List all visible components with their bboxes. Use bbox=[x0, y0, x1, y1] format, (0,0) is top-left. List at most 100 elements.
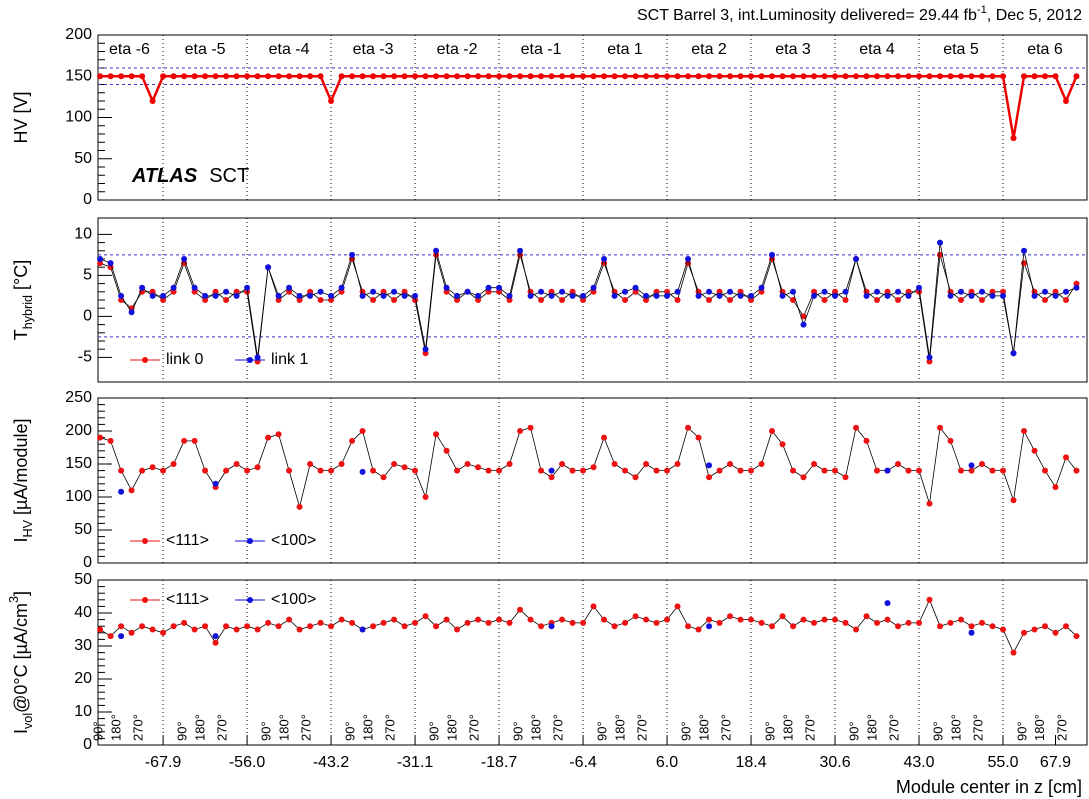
data-point bbox=[790, 623, 797, 630]
y-tick-label: 50 bbox=[74, 521, 92, 538]
data-point bbox=[1042, 73, 1049, 80]
data-point bbox=[349, 619, 356, 626]
text-part: vol bbox=[21, 713, 35, 729]
chart-title: SCT Barrel 3, int.Luminosity delivered= … bbox=[637, 4, 1082, 24]
data-point bbox=[160, 73, 167, 80]
data-point bbox=[895, 461, 902, 467]
data-point bbox=[895, 623, 902, 630]
data-point bbox=[422, 350, 429, 357]
data-point bbox=[496, 288, 503, 295]
data-point bbox=[800, 73, 807, 80]
data-point bbox=[821, 73, 828, 80]
text-part: T bbox=[11, 329, 31, 340]
data-point bbox=[716, 73, 723, 80]
data-point bbox=[359, 626, 366, 633]
data-point bbox=[779, 441, 786, 448]
data-point bbox=[769, 428, 776, 434]
data-point bbox=[380, 474, 387, 481]
data-point bbox=[958, 288, 965, 295]
data-point bbox=[737, 288, 744, 295]
data-point bbox=[674, 603, 681, 610]
data-point bbox=[727, 613, 734, 620]
segment-label: eta 3 bbox=[775, 41, 811, 58]
data-point bbox=[979, 619, 986, 626]
data-point bbox=[1010, 350, 1017, 357]
data-point bbox=[517, 247, 524, 254]
data-point bbox=[328, 297, 335, 303]
data-point bbox=[328, 623, 335, 630]
data-point bbox=[506, 73, 513, 80]
segment-label: eta -3 bbox=[353, 41, 394, 58]
data-point bbox=[758, 288, 765, 295]
x-tick-label: -67.9 bbox=[145, 754, 182, 771]
data-point bbox=[1052, 629, 1059, 636]
data-point bbox=[916, 284, 923, 291]
data-point bbox=[1052, 484, 1059, 491]
data-point bbox=[338, 288, 345, 295]
legend-marker bbox=[142, 597, 148, 603]
data-point bbox=[538, 288, 545, 295]
data-point bbox=[244, 73, 251, 80]
data-point bbox=[359, 292, 366, 299]
data-point bbox=[464, 73, 471, 80]
data-point bbox=[884, 288, 891, 295]
data-point bbox=[181, 437, 188, 444]
data-point bbox=[580, 619, 587, 626]
data-point bbox=[1063, 454, 1070, 461]
data-point bbox=[328, 292, 335, 299]
data-point bbox=[296, 626, 303, 633]
data-point bbox=[338, 73, 345, 80]
y-tick-label: 10 bbox=[74, 703, 92, 720]
data-point bbox=[1073, 284, 1080, 291]
data-point bbox=[107, 73, 114, 80]
angle-label: 180° bbox=[1032, 714, 1047, 741]
data-point bbox=[716, 467, 723, 474]
data-point bbox=[212, 639, 219, 646]
data-point bbox=[1073, 633, 1080, 640]
data-point bbox=[191, 626, 198, 633]
data-point bbox=[979, 461, 986, 467]
data-point bbox=[296, 292, 303, 299]
data-point bbox=[202, 623, 209, 630]
data-point bbox=[926, 358, 933, 365]
data-point bbox=[548, 467, 555, 474]
data-point bbox=[727, 73, 734, 80]
data-point bbox=[559, 297, 566, 303]
angle-label: 270° bbox=[382, 714, 397, 741]
data-point bbox=[359, 428, 366, 434]
data-point bbox=[233, 461, 240, 467]
data-point bbox=[979, 297, 986, 303]
y-tick-label: 50 bbox=[74, 150, 92, 167]
data-point bbox=[422, 613, 429, 620]
data-point bbox=[485, 619, 492, 626]
data-point bbox=[832, 616, 839, 623]
data-point bbox=[800, 313, 807, 320]
angle-label: 180° bbox=[780, 714, 795, 741]
data-point bbox=[601, 434, 608, 441]
data-point bbox=[664, 73, 671, 80]
y-tick-label: 0 bbox=[83, 554, 92, 571]
legend-marker bbox=[142, 357, 148, 363]
data-point bbox=[737, 292, 744, 299]
data-point bbox=[748, 73, 755, 80]
data-point bbox=[769, 623, 776, 630]
data-point bbox=[601, 616, 608, 623]
data-point bbox=[769, 251, 776, 258]
data-point bbox=[349, 437, 356, 444]
data-point bbox=[202, 297, 209, 303]
x-axis-label: Module center in z [cm] bbox=[896, 777, 1082, 797]
data-point bbox=[517, 606, 524, 613]
data-point bbox=[622, 619, 629, 626]
data-point bbox=[905, 619, 912, 626]
segment-label: eta 4 bbox=[859, 41, 895, 58]
data-point bbox=[548, 474, 555, 481]
data-point bbox=[338, 616, 345, 623]
angle-label: 90° bbox=[426, 721, 441, 741]
data-point bbox=[716, 288, 723, 295]
data-point bbox=[1063, 623, 1070, 630]
text-part: I bbox=[11, 537, 31, 542]
data-point bbox=[454, 297, 461, 303]
data-point bbox=[664, 292, 671, 299]
legend-marker bbox=[247, 597, 253, 603]
y-tick-label: -5 bbox=[78, 349, 92, 366]
